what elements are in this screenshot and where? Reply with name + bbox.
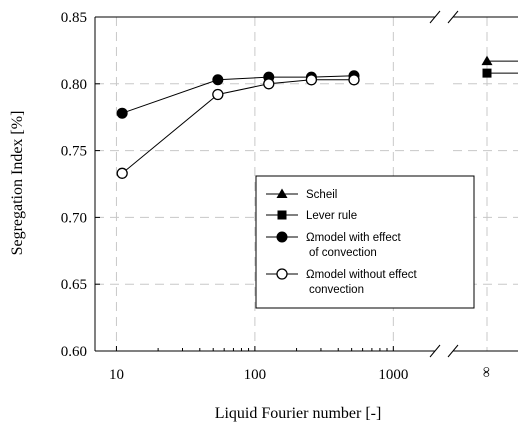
data-point [116,167,128,179]
x-tick-label: 10 [109,367,124,383]
axis-break-mark [447,10,459,24]
legend-marker [276,188,288,198]
legend-label: Scheil [306,189,337,201]
data-series [116,55,518,179]
series-filled-circle [116,70,360,119]
data-point [212,88,224,101]
axes [94,10,518,358]
y-tick-label: 0.60 [61,344,87,360]
legend-label: Ωmodel with effect [306,232,401,244]
axis-break-mark [429,344,441,358]
y-tick-label: 0.65 [61,277,87,293]
y-tick-label: 0.85 [61,10,87,26]
legend-label: of convection [309,247,377,259]
x-tick-label: 1000 [378,367,408,383]
series-line [121,79,355,174]
y-tick-label: 0.80 [61,77,87,93]
series-open-circle [116,74,360,179]
legend-label: Ωmodel without effect [306,269,417,281]
y-tick-label: 0.75 [61,144,87,160]
legend-label: convection [309,284,364,296]
data-point [305,74,318,86]
x-axis-label: Liquid Fourier number [-] [215,405,382,422]
legend-marker [276,231,288,243]
legend-marker [276,268,288,280]
data-point-infinity [481,55,493,66]
data-point-infinity [482,68,492,78]
data-point [263,78,275,90]
data-point [348,74,360,86]
legend-marker [277,210,287,220]
data-point [116,107,128,119]
legend: Scheil Lever rule Ωmodel with effect of con… [255,175,475,309]
axis-break-mark [429,10,441,24]
x-tick-label: 100 [244,367,267,383]
tick-labels: 0.60 0.65 0.70 0.75 0.80 0.85 10 100 1000 ∞ [61,10,494,383]
legend-box [255,175,475,309]
axis-break-mark [447,344,459,358]
series-line [122,75,355,114]
legend-label: Lever rule [306,210,357,222]
x-tick-label-infinity: ∞ [478,367,494,378]
y-axis-label: Segregation Index [%] [9,111,26,256]
series-filled-triangle [481,55,518,66]
data-point [212,74,224,86]
y-tick-label: 0.70 [61,210,87,226]
series-filled-square [482,68,518,78]
